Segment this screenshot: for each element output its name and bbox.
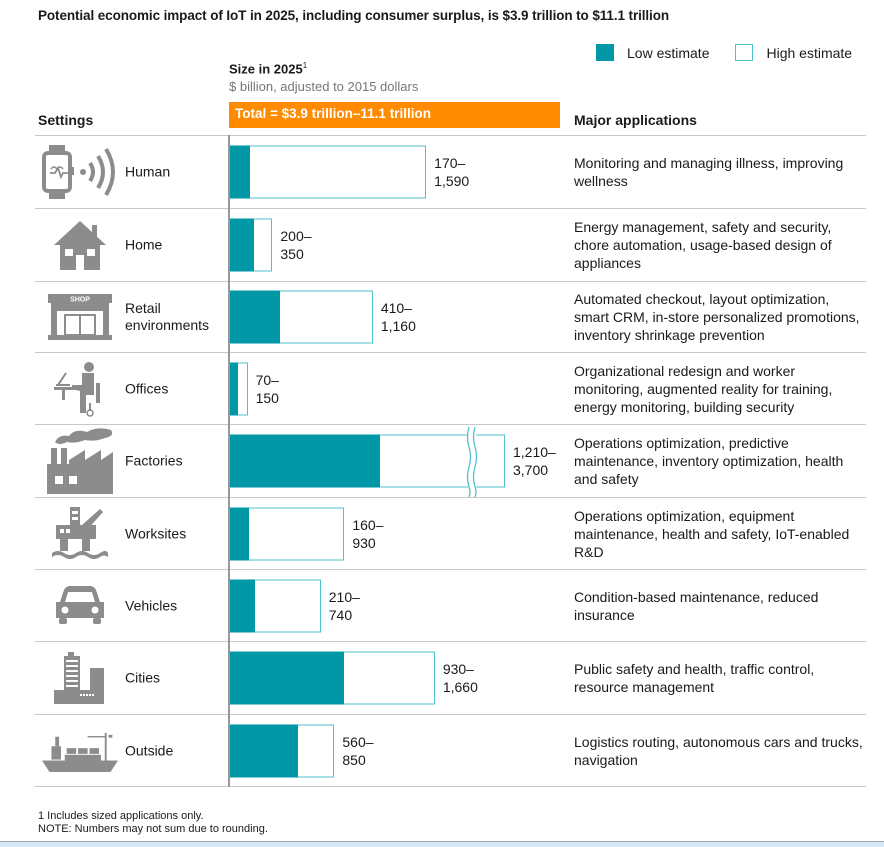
value-low: 160–	[352, 516, 384, 533]
oil-rig-icon	[40, 503, 120, 565]
bar-axis-line	[228, 135, 230, 787]
size-header: Size in 20251	[229, 61, 307, 76]
size-subtitle: $ billion, adjusted to 2015 dollars	[229, 79, 419, 94]
value-label: 930– 1,660	[443, 660, 478, 696]
value-label: 70– 150	[256, 371, 279, 407]
value-high: 1,160	[380, 318, 416, 334]
value-label: 560– 850	[342, 733, 373, 769]
setting-label: Worksites	[125, 525, 187, 541]
major-applications: Condition-based maintenance, reduced ins…	[574, 588, 819, 623]
footnote-note: NOTE: Numbers may not sum due to roundin…	[38, 823, 268, 835]
svg-text:SHOP: SHOP	[70, 297, 90, 304]
setting-label: Factories	[125, 452, 183, 469]
value-low: 210–	[328, 588, 360, 605]
footnotes: 1 Includes sized applications only. NOTE…	[38, 810, 268, 836]
setting-label: Retail environments	[125, 300, 210, 333]
bar-low-estimate	[229, 434, 380, 488]
value-low: 930–	[442, 661, 474, 677]
value-high: 150	[255, 389, 279, 406]
bar-low-estimate	[229, 507, 249, 560]
value-low: 1,210–	[513, 444, 556, 460]
cargo-ship-icon	[40, 720, 120, 782]
applications-header: Major applications	[574, 112, 697, 128]
setting-row: Outside 560– 850 Logistics routing, autonom…	[35, 714, 866, 787]
setting-label: Cities	[125, 669, 161, 686]
city-buildings-icon	[40, 647, 120, 709]
value-label: 200– 350	[280, 227, 311, 263]
value-label: 210– 740	[329, 588, 360, 624]
chart-title: Potential economic impact of IoT in 2025…	[38, 8, 669, 23]
value-low: 410–	[380, 300, 412, 316]
value-low: 200–	[280, 228, 312, 244]
setting-row: Home 200– 350 Energy management, safety and…	[35, 208, 866, 281]
setting-row: Factories 1,210– 3,700 Operations optimizat…	[35, 424, 866, 497]
setting-label: Home	[125, 236, 163, 253]
value-high: 1,660	[442, 679, 478, 695]
major-applications: Public safety and health, traffic contro…	[574, 661, 815, 695]
value-high: 3,700	[513, 462, 549, 478]
legend-low-label: Low estimate	[627, 44, 710, 61]
bar-low-estimate	[229, 651, 345, 705]
shop-icon: SHOP	[40, 286, 120, 348]
major-applications: Automated checkout, layout optimization,…	[574, 291, 860, 343]
major-applications: Organizational redesign and worker monit…	[574, 362, 833, 415]
setting-row: Offices 70– 150 Organizational redesign and…	[35, 352, 866, 424]
factory-icon	[40, 428, 120, 494]
setting-row: Vehicles 210– 740 Condition-based maintenan…	[35, 569, 866, 641]
major-applications: Monitoring and managing illness, improvi…	[574, 155, 844, 189]
major-applications: Logistics routing, autonomous cars and t…	[574, 733, 863, 768]
bar-low-estimate	[229, 579, 256, 632]
setting-label: Outside	[125, 742, 174, 758]
legend: Low estimate High estimate	[596, 44, 852, 61]
bar-high-estimate	[229, 145, 427, 199]
bar-low-estimate	[229, 290, 280, 344]
value-high: 850	[342, 751, 366, 768]
smartwatch-icon	[40, 141, 120, 203]
setting-row: Human 170– 1,590 Monitoring and managing il…	[35, 135, 866, 208]
setting-label: Human	[125, 163, 171, 180]
bar-low-estimate	[229, 145, 251, 199]
major-applications: Energy management, safety and security, …	[574, 219, 832, 271]
setting-row: Worksites 160– 930 Operations optimization,…	[35, 497, 866, 569]
major-applications: Operations optimization, equipment maint…	[574, 507, 850, 560]
size-header-title: Size in 2025	[229, 61, 303, 77]
legend-high-swatch	[735, 44, 754, 61]
bottom-strip	[0, 841, 884, 847]
house-icon	[40, 214, 120, 276]
footnote-marker: 1	[302, 61, 308, 70]
bar-low-estimate	[229, 362, 238, 415]
value-high: 1,590	[434, 173, 470, 189]
value-label: 1,210– 3,700	[513, 443, 556, 479]
value-high: 740	[328, 606, 353, 623]
value-label: 160– 930	[352, 516, 383, 552]
axis-break-marker	[466, 427, 478, 497]
value-low: 560–	[342, 733, 374, 750]
bar-low-estimate	[229, 724, 299, 777]
value-high: 350	[280, 246, 304, 262]
value-label: 170– 1,590	[434, 154, 469, 190]
setting-label: Vehicles	[125, 597, 178, 613]
value-low: 170–	[434, 155, 466, 171]
setting-row: SHOP Retail environments 410– 1,160 Automate…	[35, 281, 866, 352]
car-icon	[40, 575, 120, 637]
legend-low-swatch	[596, 44, 614, 61]
value-low: 70–	[255, 371, 279, 388]
total-banner: Total = $3.9 trillion–11.1 trillion	[229, 102, 560, 128]
value-high: 930	[352, 534, 376, 551]
setting-label: Offices	[125, 380, 169, 396]
value-label: 410– 1,160	[381, 299, 416, 335]
legend-high-label: High estimate	[766, 44, 853, 61]
major-applications: Operations optimization, predictive main…	[574, 435, 844, 487]
footnote-1: 1 Includes sized applications only.	[38, 810, 204, 822]
setting-row: Cities 930– 1,660 Public safety and health,…	[35, 641, 866, 714]
bar-low-estimate	[229, 218, 254, 272]
office-worker-icon	[40, 358, 120, 420]
settings-header: Settings	[38, 112, 94, 128]
